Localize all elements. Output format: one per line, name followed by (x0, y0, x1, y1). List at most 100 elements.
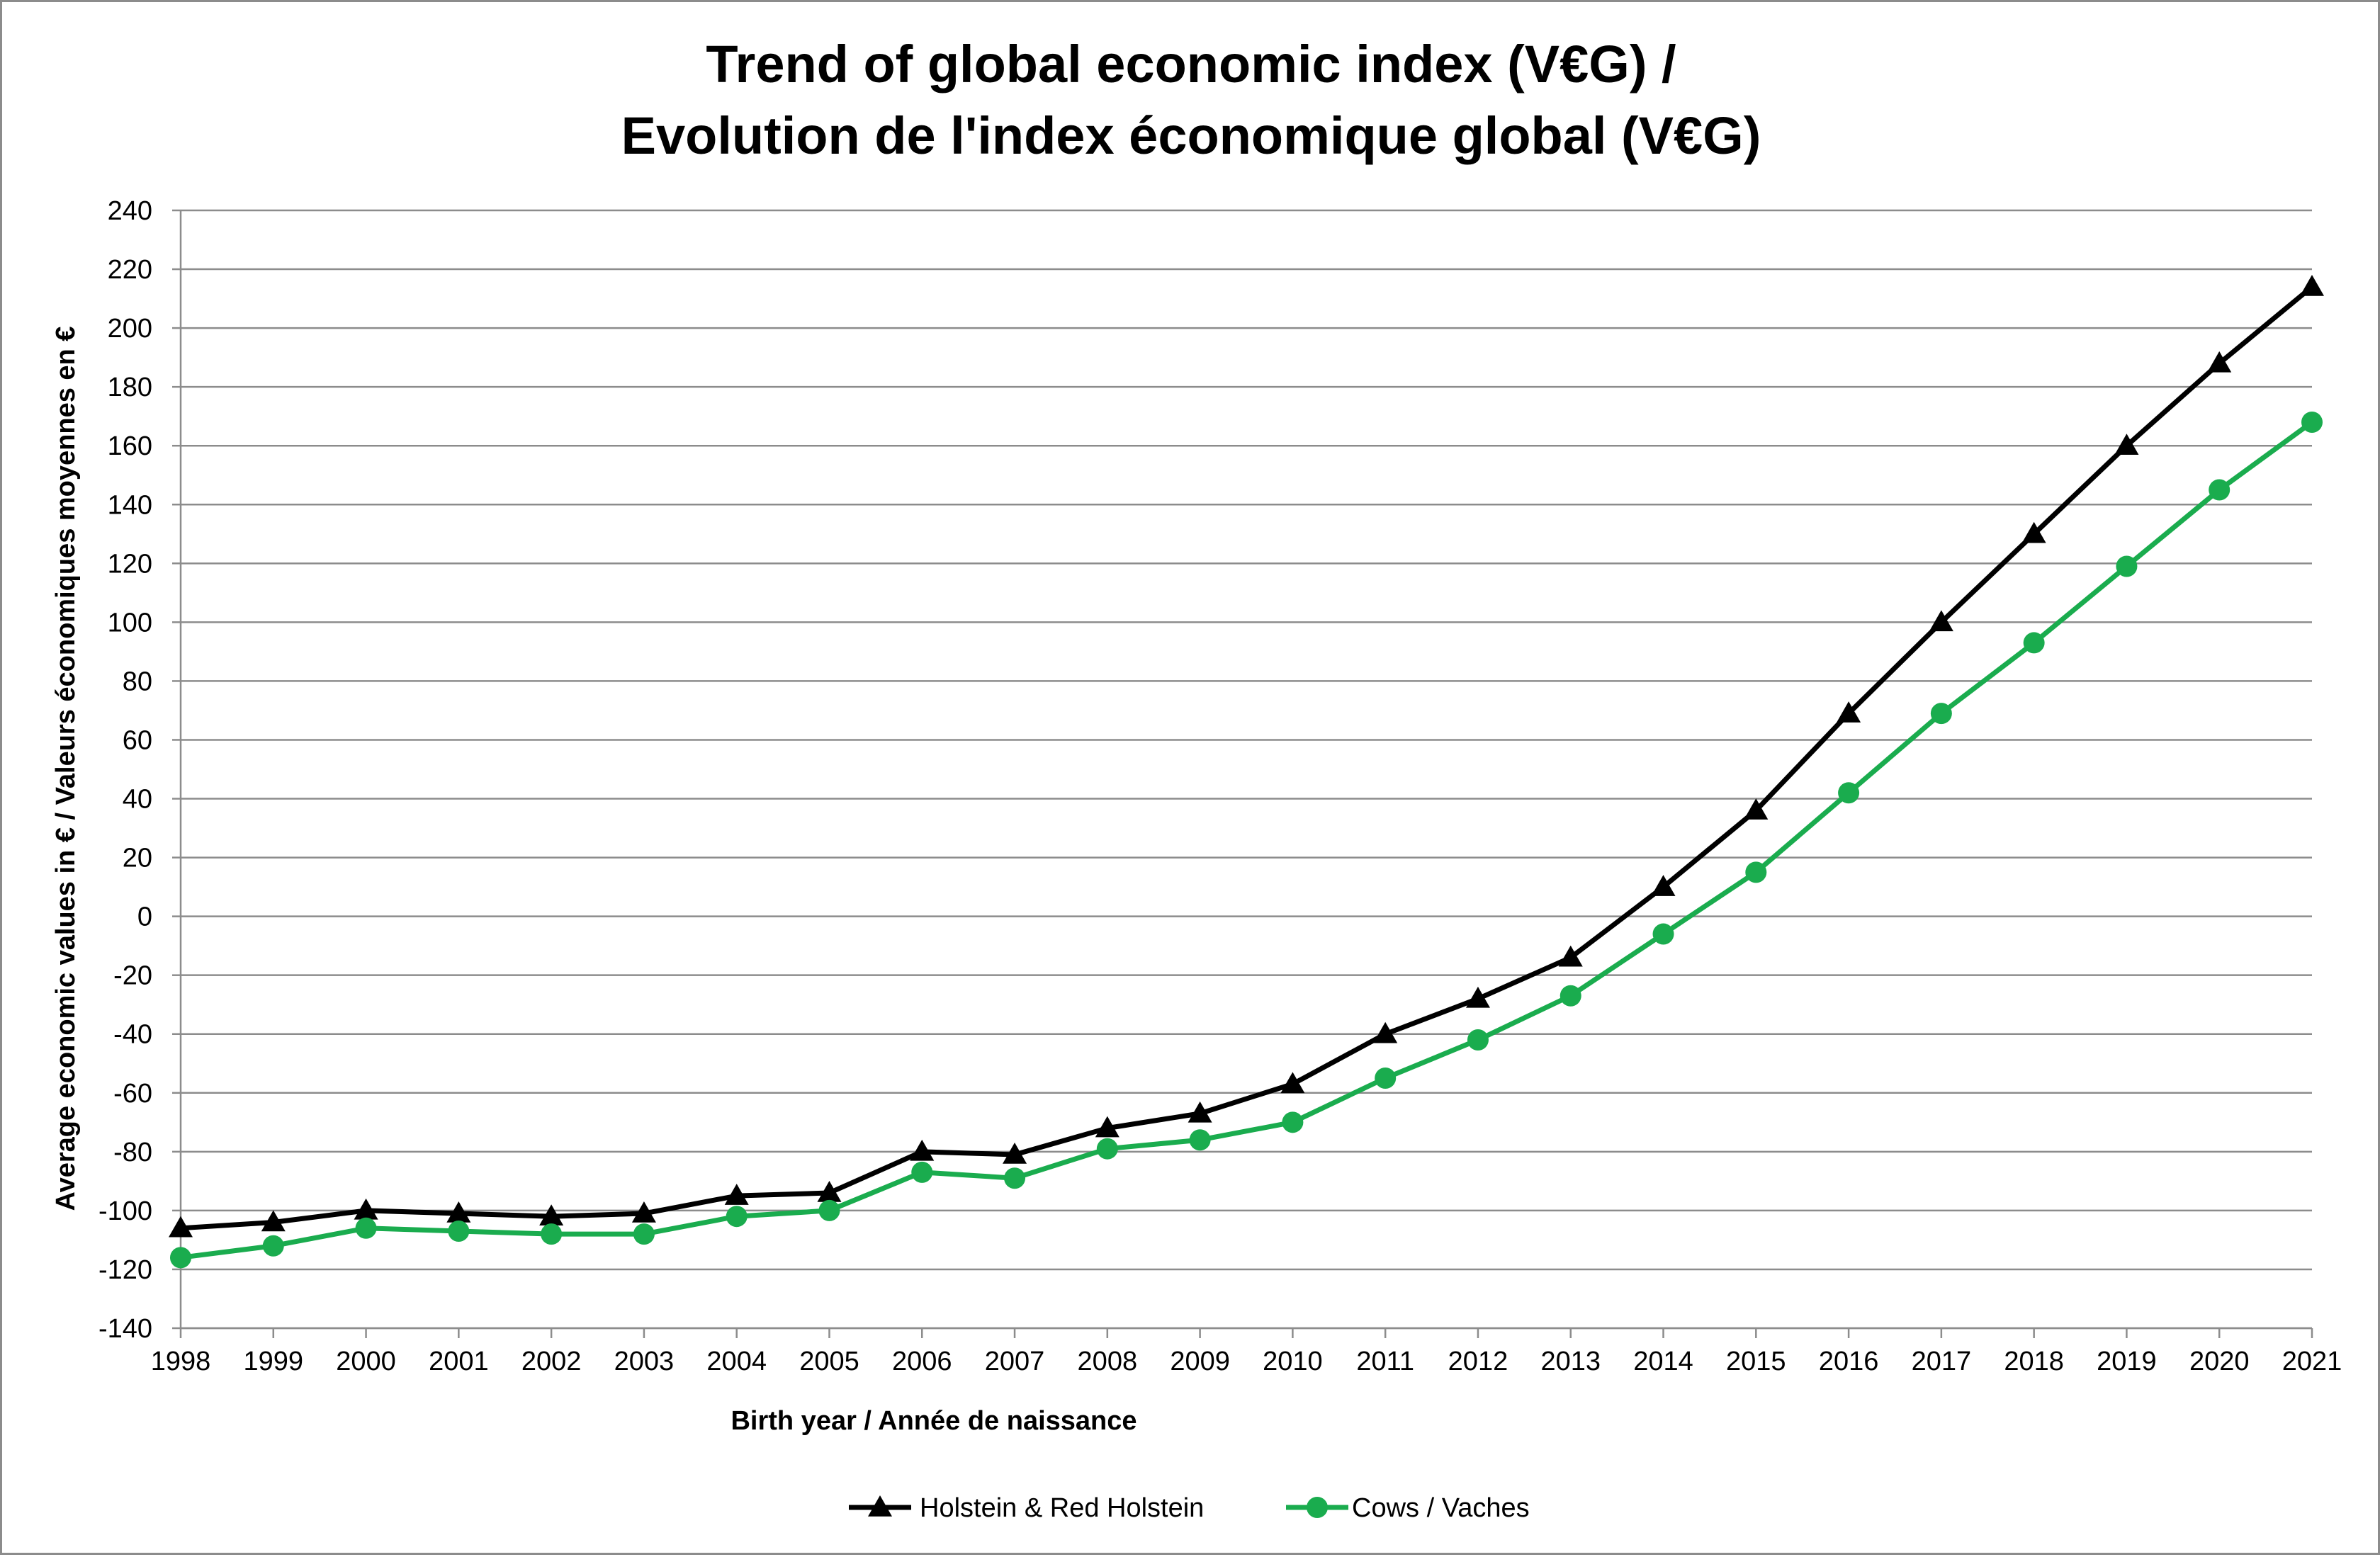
series-layer (169, 274, 2324, 1269)
y-tick-label: 80 (123, 667, 152, 696)
y-tick-labels: -140 -120 -100 -80 -60 -40 -20 0 20 40 60 80 100 120 1… (98, 196, 152, 1344)
chart-title-line1: Trend of global economic index (V€G) / (706, 35, 1676, 94)
x-tick-label: 2001 (429, 1347, 489, 1376)
data-point (724, 1184, 749, 1205)
data-point (354, 1198, 378, 1220)
data-point (1003, 1142, 1027, 1164)
x-tick-label: 2000 (336, 1347, 396, 1376)
x-tick-label: 2013 (1540, 1347, 1601, 1376)
data-point (2207, 351, 2232, 373)
x-tick-label: 2010 (1263, 1347, 1323, 1376)
series-2 (170, 411, 2323, 1269)
x-tick-label: 2007 (985, 1347, 1045, 1376)
data-point (1375, 1068, 1397, 1089)
x-tick-labels: 1998 1999 2000 2001 2002 2003 2004 2005 2006 2007… (151, 1347, 2342, 1376)
y-tick-label: 240 (108, 196, 152, 226)
y-tick-label: 0 (137, 902, 152, 932)
x-tick-label: 2012 (1448, 1347, 1508, 1376)
data-point (2023, 632, 2045, 654)
data-point (1929, 610, 1953, 632)
x-tick-label: 2018 (2004, 1347, 2064, 1376)
x-tick-label: 2003 (614, 1347, 675, 1376)
series-line (180, 420, 2314, 1260)
y-tick-label: 180 (108, 373, 152, 402)
x-tick-label: 2015 (1726, 1347, 1786, 1376)
x-tick-label: 2014 (1633, 1347, 1693, 1376)
data-point (261, 1210, 286, 1232)
data-point (1282, 1111, 1304, 1133)
y-tick-label: -20 (113, 961, 152, 991)
x-tick-label: 2021 (2282, 1347, 2342, 1376)
y-tick-label: -120 (98, 1255, 152, 1285)
data-point (355, 1217, 377, 1239)
y-tick-label: 140 (108, 490, 152, 520)
data-point (1467, 1029, 1489, 1051)
legend: Holstein & Red Holstein Cows / Vaches (849, 1493, 1530, 1523)
x-tick-label: 2002 (521, 1347, 582, 1376)
data-point (1930, 703, 1952, 725)
data-point (1188, 1101, 1212, 1123)
y-tick-label: -60 (113, 1079, 152, 1109)
x-tick-label: 2011 (1356, 1347, 1414, 1376)
data-point (1280, 1072, 1305, 1094)
data-point (170, 1247, 191, 1269)
data-point (726, 1206, 748, 1228)
y-tick-label: 200 (108, 314, 152, 344)
x-tick-label: 2008 (1078, 1347, 1138, 1376)
series-1 (169, 274, 2324, 1238)
y-tick-label: -40 (113, 1020, 152, 1050)
data-point (1651, 875, 1676, 896)
y-tick-label: 220 (108, 255, 152, 285)
legend-label: Cows / Vaches (1352, 1493, 1530, 1523)
x-axis-title: Birth year / Année de naissance (731, 1406, 1137, 1436)
data-point (1558, 945, 1583, 967)
legend-label: Holstein & Red Holstein (920, 1493, 1204, 1523)
data-point (1745, 861, 1767, 883)
x-tick-label: 2009 (1170, 1347, 1230, 1376)
data-point (817, 1180, 842, 1202)
chart-title-line2: Evolution de l'index économique global (… (621, 106, 1761, 165)
data-point (1004, 1167, 1026, 1189)
x-tick-label: 2020 (2189, 1347, 2250, 1376)
data-point (1744, 798, 1769, 820)
data-point (911, 1161, 933, 1183)
data-point (1652, 923, 1674, 945)
data-point (1560, 985, 1581, 1007)
data-point (1189, 1129, 1211, 1151)
data-point (1465, 986, 1490, 1008)
y-tick-label: 40 (123, 785, 152, 815)
y-tick-label: -100 (98, 1196, 152, 1226)
data-point (1837, 701, 1861, 723)
data-point (1373, 1021, 1398, 1043)
data-point (446, 1201, 471, 1223)
y-tick-label: 120 (108, 549, 152, 579)
y-tick-label: 60 (123, 725, 152, 755)
x-tick-label: 2004 (706, 1347, 767, 1376)
x-tick-label: 2016 (1819, 1347, 1879, 1376)
data-point (541, 1223, 563, 1245)
data-point (2301, 411, 2323, 433)
data-point (818, 1199, 840, 1221)
y-tick-label: -80 (113, 1138, 152, 1167)
data-point (2114, 434, 2139, 455)
data-point (2300, 274, 2324, 296)
x-tick-label: 1998 (151, 1347, 211, 1376)
data-point (1096, 1138, 1118, 1160)
data-point (2209, 479, 2230, 501)
y-tick-label: 160 (108, 431, 152, 461)
legend-item: Holstein & Red Holstein (849, 1493, 1204, 1523)
legend-item: Cows / Vaches (1286, 1493, 1530, 1523)
data-point (1838, 782, 1860, 804)
y-tick-label: 20 (123, 844, 152, 873)
data-point (539, 1204, 564, 1225)
x-tick-label: 1999 (244, 1347, 304, 1376)
data-point (633, 1223, 655, 1245)
data-point (2021, 521, 2046, 543)
series-line (180, 285, 2314, 1231)
x-tick-label: 2006 (892, 1347, 952, 1376)
legend-marker (1307, 1497, 1328, 1518)
data-point (631, 1201, 656, 1223)
legend-marker (868, 1495, 892, 1517)
y-tick-label: -140 (98, 1314, 152, 1344)
